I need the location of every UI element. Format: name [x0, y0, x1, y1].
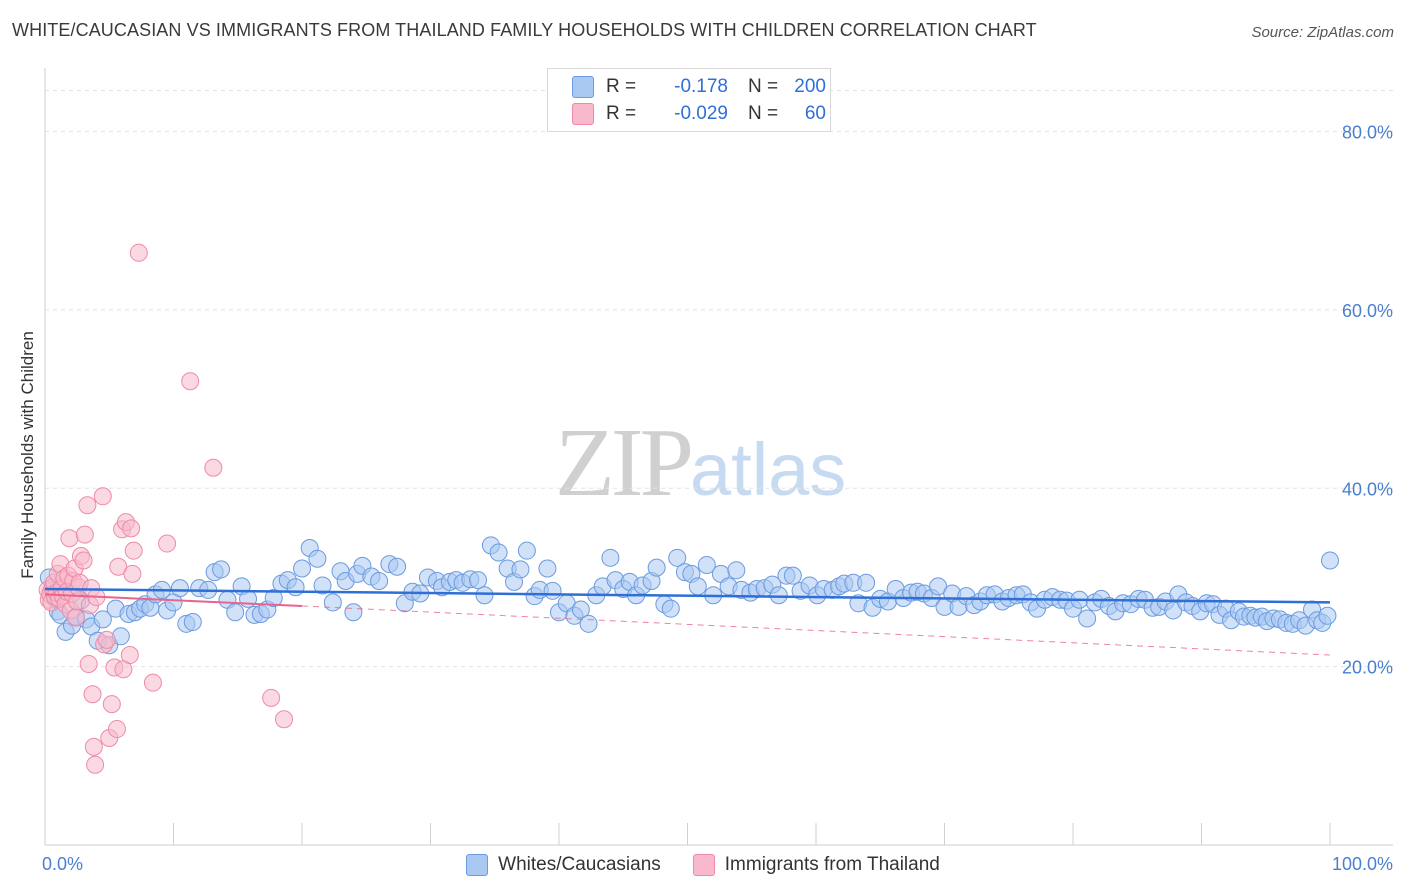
point-thailand: [60, 529, 79, 548]
point-whites: [517, 541, 536, 560]
y-tick-label: 20.0%: [1342, 658, 1393, 678]
series-legend: Whites/Caucasians Immigrants from Thaila…: [0, 852, 1406, 878]
point-thailand: [107, 720, 126, 739]
point-thailand: [78, 496, 97, 515]
legend-row-thailand: R = -0.029 N = 60: [572, 102, 826, 126]
point-thailand: [84, 737, 103, 756]
legend-r-value: -0.178: [674, 76, 728, 97]
point-whites: [1318, 606, 1337, 625]
point-whites: [388, 557, 407, 576]
trend-line-thailand: [44, 593, 303, 607]
point-whites: [264, 588, 283, 607]
point-whites: [668, 548, 687, 567]
point-thailand: [181, 372, 200, 391]
legend-r-label: R =: [606, 76, 637, 97]
tick-labels: 20.0% 40.0% 60.0% 80.0% 0.0% 100.0%: [42, 123, 1393, 874]
legend-n-value: 60: [804, 103, 826, 124]
x-tick-label-min: 0.0%: [42, 854, 83, 874]
point-thailand: [122, 519, 141, 538]
point-thailand: [102, 695, 121, 714]
point-thailand: [83, 685, 102, 704]
point-whites: [929, 577, 948, 596]
point-thailand: [109, 557, 128, 576]
x-tick-label-max: 100.0%: [1332, 854, 1393, 874]
point-whites: [697, 555, 716, 574]
point-whites: [212, 560, 231, 579]
point-whites: [370, 572, 389, 591]
legend-row-whites: R = -0.178 N = 200: [572, 75, 826, 99]
point-thailand: [66, 608, 85, 627]
trend-lines: [44, 587, 1331, 656]
trend-line-whites: [44, 587, 1331, 604]
legend-item-thailand: Immigrants from Thailand: [692, 854, 940, 876]
point-whites: [601, 548, 620, 567]
legend-swatch-blue: [572, 76, 594, 98]
point-whites: [308, 549, 327, 568]
correlation-legend: R = -0.178 N = 200 R = -0.029 N = 60: [547, 68, 831, 132]
point-whites: [313, 576, 332, 595]
y-axis-label: Family Households with Children: [18, 331, 37, 579]
series-thailand-points: [38, 243, 294, 774]
point-whites: [469, 571, 488, 590]
point-whites: [93, 610, 112, 629]
axes: [44, 68, 1393, 846]
point-whites: [783, 566, 802, 585]
point-whites: [226, 603, 245, 622]
point-thailand: [123, 564, 142, 583]
point-thailand: [143, 673, 162, 692]
legend-label-thailand: Immigrants from Thailand: [724, 854, 940, 875]
point-whites: [661, 599, 680, 618]
point-thailand: [97, 630, 116, 649]
legend-swatch-pink: [692, 854, 715, 876]
legend-r-value: -0.029: [674, 103, 728, 124]
legend-label-whites: Whites/Caucasians: [498, 854, 661, 875]
point-thailand: [275, 710, 294, 729]
point-thailand: [129, 243, 148, 262]
point-thailand: [86, 755, 105, 774]
point-whites: [489, 543, 508, 562]
point-whites: [286, 578, 305, 597]
point-whites: [538, 559, 557, 578]
point-whites: [647, 558, 666, 577]
source-credit: Source: ZipAtlas.com: [1251, 24, 1394, 41]
legend-r-label: R =: [606, 103, 637, 124]
point-thailand: [79, 654, 98, 673]
point-whites: [688, 577, 707, 596]
point-whites: [183, 613, 202, 632]
point-whites: [769, 586, 788, 605]
point-thailand: [124, 541, 143, 560]
point-whites: [344, 603, 363, 622]
point-thailand: [262, 688, 281, 707]
point-whites: [293, 559, 311, 578]
point-thailand: [74, 551, 93, 570]
y-tick-label: 40.0%: [1342, 479, 1393, 499]
point-thailand: [158, 534, 177, 553]
point-whites: [170, 579, 189, 598]
point-whites: [511, 560, 530, 579]
point-whites: [1078, 609, 1097, 628]
point-whites: [543, 581, 562, 600]
point-whites: [323, 593, 342, 612]
point-whites: [475, 586, 494, 605]
legend-n-label: N =: [748, 76, 779, 97]
legend-n-label: N =: [748, 103, 779, 124]
legend-item-whites: Whites/Caucasians: [466, 854, 661, 876]
point-thailand: [75, 525, 94, 544]
point-thailand: [120, 646, 139, 665]
point-whites: [579, 614, 598, 633]
point-thailand: [204, 458, 223, 477]
point-whites: [1321, 551, 1339, 570]
point-whites: [571, 600, 590, 619]
chart-title: WHITE/CAUCASIAN VS IMMIGRANTS FROM THAIL…: [12, 20, 1037, 40]
legend-n-value: 200: [794, 76, 826, 97]
legend-swatch-pink: [572, 103, 594, 125]
y-tick-label: 80.0%: [1342, 123, 1393, 143]
point-whites: [727, 561, 746, 580]
y-tick-label: 60.0%: [1342, 301, 1393, 321]
point-whites: [857, 573, 876, 592]
point-thailand: [93, 487, 112, 506]
legend-swatch-blue: [466, 854, 489, 876]
